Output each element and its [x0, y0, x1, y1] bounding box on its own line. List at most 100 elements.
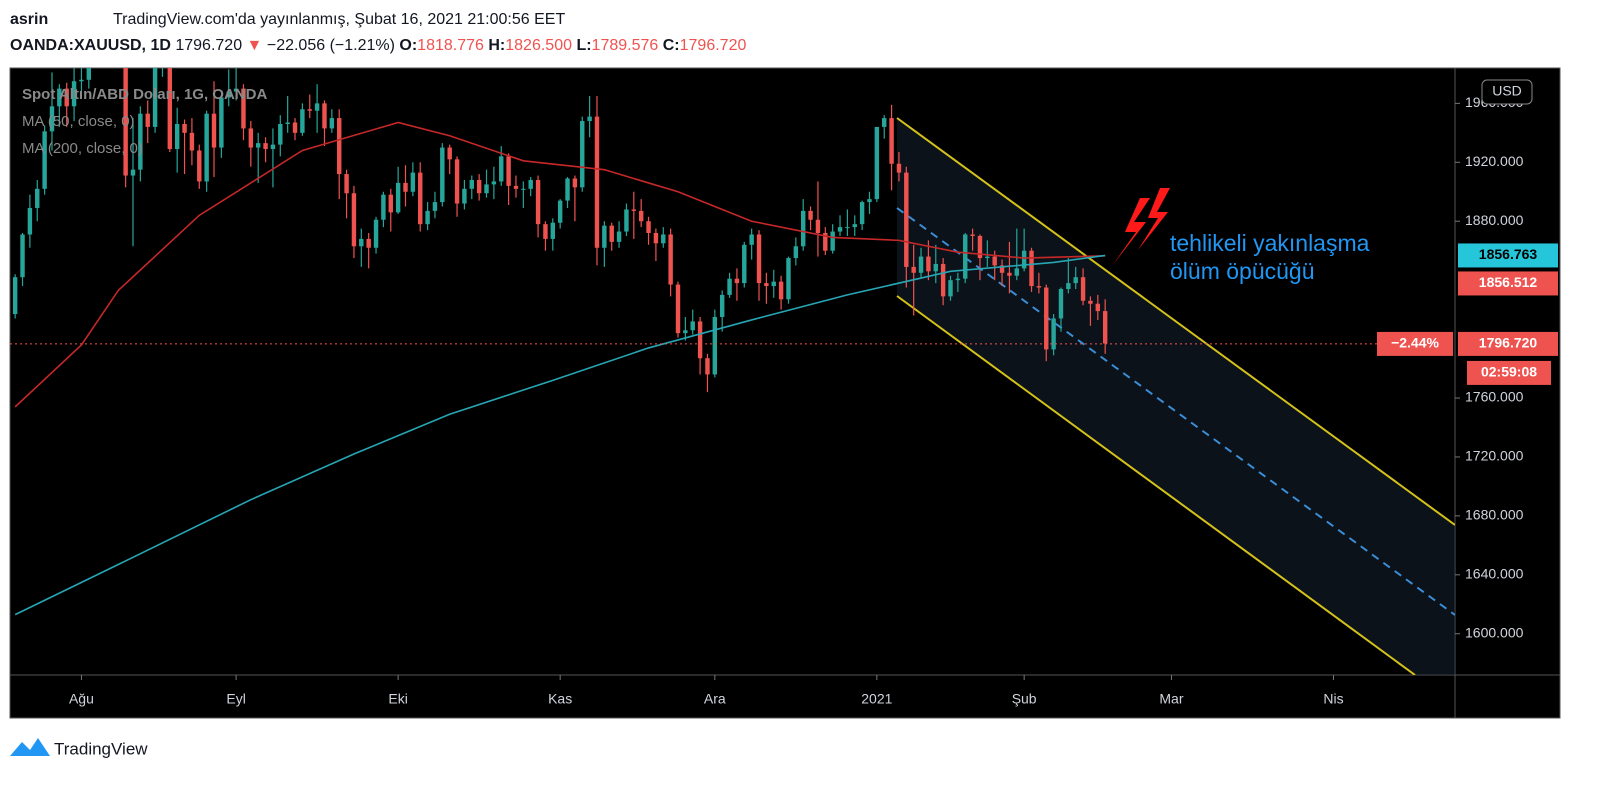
candle-body — [837, 227, 843, 232]
lightning — [1112, 198, 1150, 266]
plot — [10, 68, 1455, 616]
candle-body — [808, 210, 813, 220]
channel-mid — [896, 207, 1455, 616]
candle-body — [454, 159, 460, 204]
candle-body — [992, 256, 997, 266]
ohlc-value: 1789.576 — [592, 37, 659, 54]
candle-body — [690, 321, 695, 331]
author: asrin — [10, 11, 48, 28]
candle-body — [285, 122, 290, 124]
tradingview-logo — [10, 738, 50, 756]
candle-body — [71, 81, 77, 107]
candle-body — [764, 283, 769, 287]
percent-box — [1377, 331, 1453, 356]
candle-body — [307, 109, 312, 111]
x-tick-label: Ağu — [69, 691, 94, 707]
price-label: 1856.512 — [1479, 274, 1538, 290]
y-tick-label: 1760.000 — [1465, 389, 1524, 405]
ohlc-value: 1826.500 — [505, 37, 572, 54]
candle-body — [79, 79, 84, 82]
candle-body — [506, 156, 511, 186]
candle-body — [233, 88, 239, 92]
candle-body — [1073, 277, 1078, 284]
candle-body — [57, 88, 62, 107]
candle-body — [513, 185, 519, 189]
candle-body — [1051, 318, 1056, 350]
x-tick-label: Eki — [388, 691, 407, 707]
candle-body — [675, 284, 681, 334]
candle-body — [42, 131, 47, 189]
candle-body — [580, 121, 585, 188]
candle-body — [859, 202, 865, 225]
y-tick-label: 1680.000 — [1465, 507, 1524, 523]
candle-body — [955, 278, 961, 281]
candle-body — [985, 256, 990, 259]
x-tick-label: Eyl — [226, 691, 245, 707]
legend-ma: MA (50, close, 0) — [22, 113, 135, 130]
footer-brand: TradingView — [54, 739, 148, 758]
candle-body — [226, 91, 231, 98]
candle-body — [64, 88, 69, 107]
candle-body — [845, 227, 850, 229]
candle-body — [904, 172, 909, 267]
candle-body — [661, 234, 666, 244]
candle-body — [403, 182, 408, 192]
candle-body — [624, 209, 629, 232]
candle-body — [646, 221, 651, 234]
candle-body — [786, 258, 791, 300]
candle-body — [425, 210, 430, 225]
candle-body — [1044, 287, 1049, 350]
candle-body — [447, 147, 452, 160]
candle-body — [351, 193, 357, 247]
candle-body — [314, 103, 320, 111]
candle-body — [499, 156, 504, 182]
candle-body — [410, 172, 416, 192]
candle-body — [1036, 286, 1042, 288]
candle-body — [395, 182, 401, 213]
candle-body — [889, 118, 894, 164]
candle-body — [948, 280, 953, 297]
candle-body — [484, 184, 489, 194]
countdown-box — [1467, 360, 1551, 385]
candle-body — [823, 233, 828, 251]
candle-body — [20, 234, 25, 278]
last-price: 1796.720 — [175, 37, 242, 54]
candle-body — [432, 202, 438, 211]
candle-body — [638, 210, 644, 222]
x-tick-label: 2021 — [861, 691, 892, 707]
ohlc-label: H: — [488, 37, 505, 54]
candle-body — [145, 113, 150, 127]
candle-body — [174, 123, 180, 150]
change-arrow: ▼ — [247, 37, 263, 54]
change: −22.056 (−1.21%) — [267, 37, 395, 54]
price-label: 1856.763 — [1479, 246, 1538, 262]
candle-body — [469, 179, 474, 189]
candle-body — [631, 209, 637, 211]
x-tick-label: Ara — [704, 691, 726, 707]
candle-body — [543, 224, 548, 239]
candle-body — [182, 123, 187, 133]
candle-body — [587, 116, 592, 122]
candle-body — [535, 179, 541, 225]
candle-body — [241, 88, 246, 129]
candle-body — [373, 219, 379, 248]
ohlc-label: L: — [576, 37, 591, 54]
candle-body — [852, 224, 857, 228]
candle-body — [388, 194, 393, 213]
candle-body — [1007, 272, 1012, 276]
candle-body — [933, 263, 938, 272]
candle-body — [197, 150, 202, 182]
candle-body — [727, 278, 732, 295]
candle-body — [970, 234, 975, 236]
candle-body — [381, 194, 386, 220]
candle-body — [705, 358, 710, 375]
candle-body — [867, 199, 872, 203]
candle-body — [462, 188, 467, 204]
candle-body — [1014, 268, 1019, 276]
logo-icon — [10, 738, 50, 756]
candle-body — [27, 207, 33, 235]
y-tick-label: 1600.000 — [1465, 624, 1524, 640]
moving-average — [14, 121, 1106, 408]
candle-body — [528, 179, 533, 189]
y-tick-label: 1880.000 — [1465, 212, 1524, 228]
